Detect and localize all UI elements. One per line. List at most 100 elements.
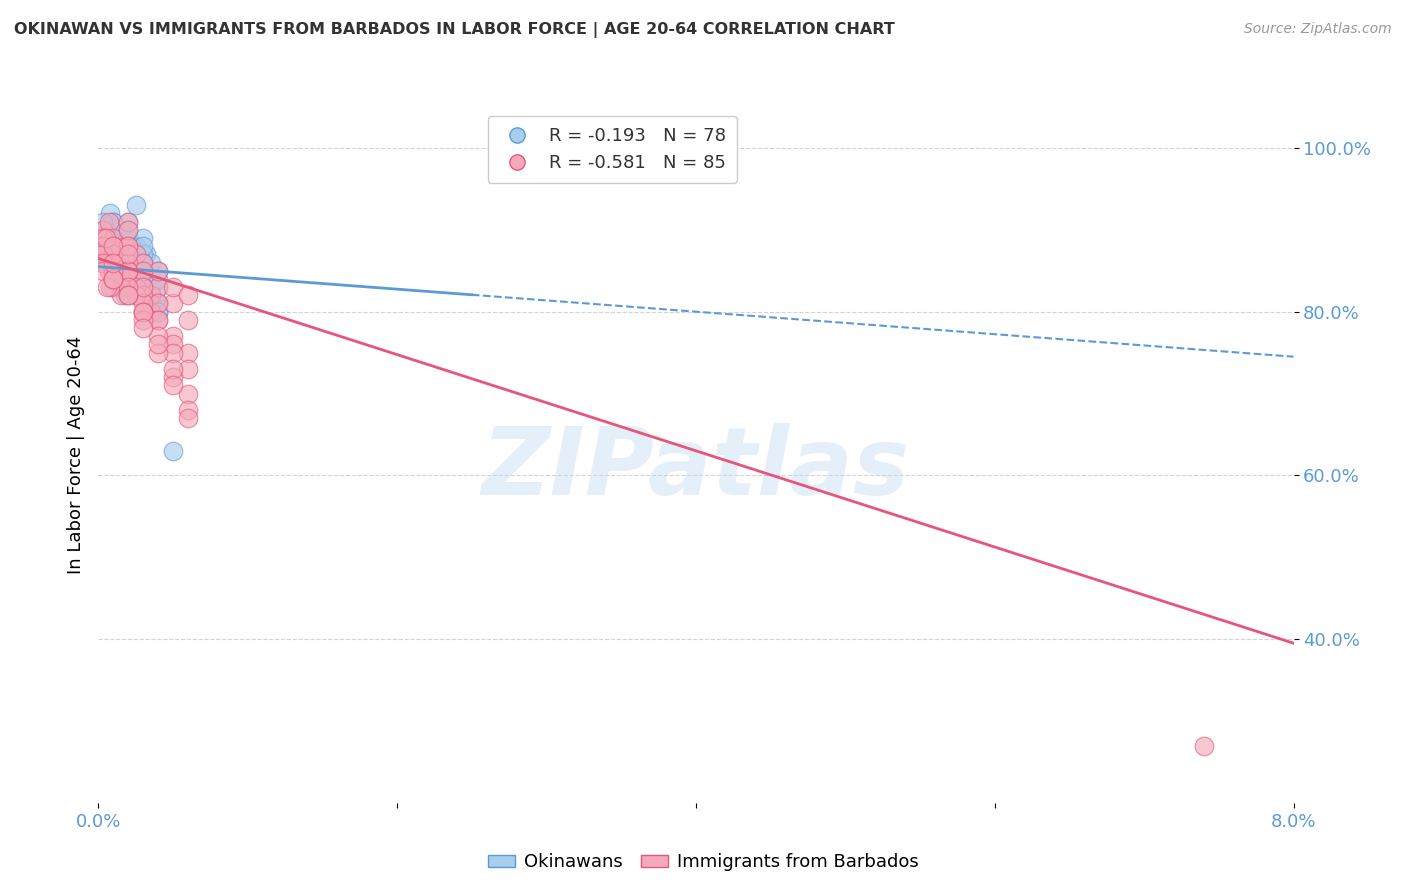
Point bbox=[105, 255, 128, 269]
Point bbox=[94, 231, 117, 245]
Point bbox=[1192, 739, 1215, 753]
Point bbox=[117, 247, 139, 261]
Point bbox=[91, 239, 114, 253]
Point bbox=[98, 206, 122, 220]
Point bbox=[132, 280, 155, 294]
Point bbox=[125, 264, 148, 278]
Point bbox=[91, 239, 114, 253]
Point bbox=[91, 214, 114, 228]
Point bbox=[91, 255, 114, 269]
Point bbox=[91, 223, 114, 237]
Point bbox=[117, 239, 139, 253]
Point bbox=[148, 337, 170, 351]
Point bbox=[117, 280, 139, 294]
Point bbox=[132, 288, 155, 302]
Point bbox=[148, 296, 170, 310]
Point bbox=[132, 272, 155, 286]
Point bbox=[139, 288, 162, 302]
Point bbox=[125, 288, 148, 302]
Point bbox=[97, 264, 120, 278]
Legend: Okinawans, Immigrants from Barbados: Okinawans, Immigrants from Barbados bbox=[481, 847, 925, 879]
Point bbox=[117, 264, 139, 278]
Point bbox=[139, 288, 162, 302]
Y-axis label: In Labor Force | Age 20-64: In Labor Force | Age 20-64 bbox=[66, 335, 84, 574]
Point bbox=[177, 411, 200, 425]
Point bbox=[132, 264, 155, 278]
Point bbox=[139, 288, 162, 302]
Point bbox=[117, 255, 139, 269]
Point bbox=[162, 362, 184, 376]
Point bbox=[177, 313, 200, 327]
Point bbox=[103, 272, 125, 286]
Point bbox=[91, 231, 114, 245]
Point bbox=[132, 288, 155, 302]
Point bbox=[132, 239, 155, 253]
Point bbox=[103, 272, 125, 286]
Point bbox=[139, 304, 162, 318]
Point bbox=[148, 296, 170, 310]
Point bbox=[132, 313, 155, 327]
Point bbox=[148, 264, 170, 278]
Point bbox=[117, 288, 139, 302]
Point bbox=[103, 214, 125, 228]
Point bbox=[148, 280, 170, 294]
Point bbox=[110, 272, 132, 286]
Point bbox=[162, 370, 184, 384]
Point bbox=[94, 247, 117, 261]
Point bbox=[91, 255, 114, 269]
Point bbox=[117, 264, 139, 278]
Point bbox=[103, 247, 125, 261]
Point bbox=[103, 272, 125, 286]
Point bbox=[103, 272, 125, 286]
Point bbox=[132, 264, 155, 278]
Point bbox=[177, 288, 200, 302]
Point bbox=[117, 264, 139, 278]
Point bbox=[125, 247, 148, 261]
Point bbox=[132, 288, 155, 302]
Point bbox=[125, 239, 148, 253]
Point bbox=[117, 223, 139, 237]
Point bbox=[148, 345, 170, 359]
Point bbox=[117, 214, 139, 228]
Point bbox=[97, 239, 120, 253]
Text: ZIPatlas: ZIPatlas bbox=[482, 423, 910, 515]
Point bbox=[132, 272, 155, 286]
Point bbox=[125, 198, 148, 212]
Point bbox=[117, 255, 139, 269]
Point bbox=[103, 239, 125, 253]
Point bbox=[117, 288, 139, 302]
Point bbox=[91, 264, 114, 278]
Point bbox=[97, 214, 120, 228]
Point bbox=[110, 280, 132, 294]
Point bbox=[132, 296, 155, 310]
Point bbox=[117, 223, 139, 237]
Point bbox=[103, 231, 125, 245]
Point bbox=[94, 255, 117, 269]
Point bbox=[132, 280, 155, 294]
Point bbox=[162, 296, 184, 310]
Point bbox=[120, 272, 142, 286]
Point bbox=[132, 321, 155, 335]
Point bbox=[103, 247, 125, 261]
Point bbox=[105, 255, 128, 269]
Point bbox=[177, 403, 200, 417]
Point bbox=[162, 345, 184, 359]
Point bbox=[148, 304, 170, 318]
Point bbox=[103, 272, 125, 286]
Point bbox=[103, 280, 125, 294]
Point bbox=[135, 247, 157, 261]
Point bbox=[103, 247, 125, 261]
Point bbox=[103, 272, 125, 286]
Point bbox=[103, 255, 125, 269]
Point bbox=[103, 264, 125, 278]
Point bbox=[103, 264, 125, 278]
Point bbox=[103, 264, 125, 278]
Point bbox=[110, 255, 132, 269]
Point bbox=[162, 329, 184, 343]
Point bbox=[132, 247, 155, 261]
Point bbox=[162, 337, 184, 351]
Point bbox=[114, 239, 136, 253]
Point bbox=[148, 304, 170, 318]
Point bbox=[148, 296, 170, 310]
Point bbox=[114, 288, 136, 302]
